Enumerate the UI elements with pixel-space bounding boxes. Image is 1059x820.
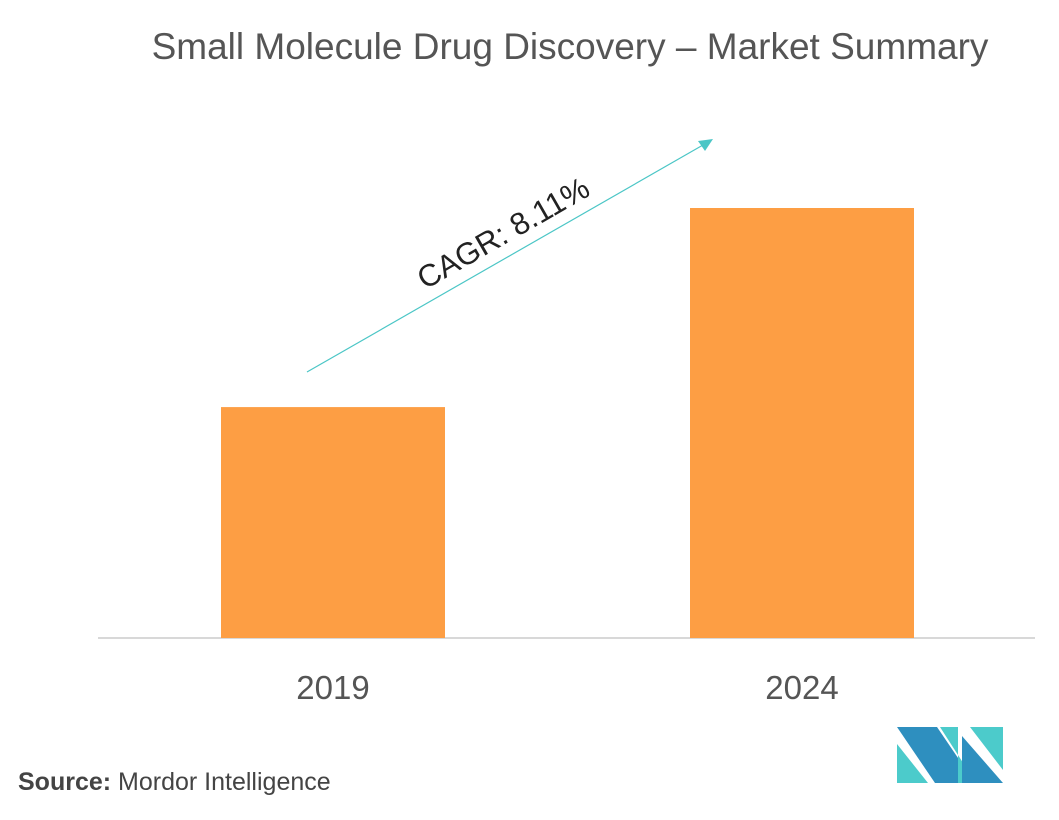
source-label: Source:: [18, 768, 112, 796]
bar-2024: [690, 208, 914, 638]
x-tick-label: 2019: [296, 669, 369, 706]
chart-title: Small Molecule Drug Discovery – Market S…: [151, 26, 989, 67]
source-text: Mordor Intelligence: [118, 768, 331, 796]
arrow-head: [698, 139, 713, 151]
arrow-line: [306, 144, 704, 373]
x-tick-label: 2024: [765, 669, 838, 706]
logo: [897, 727, 1003, 783]
source-note: Source: Mordor Intelligence: [18, 768, 331, 797]
cagr-label: CAGR: 8.11%: [411, 170, 595, 296]
cagr-arrow: [306, 139, 713, 373]
bar-2019: [221, 407, 445, 638]
